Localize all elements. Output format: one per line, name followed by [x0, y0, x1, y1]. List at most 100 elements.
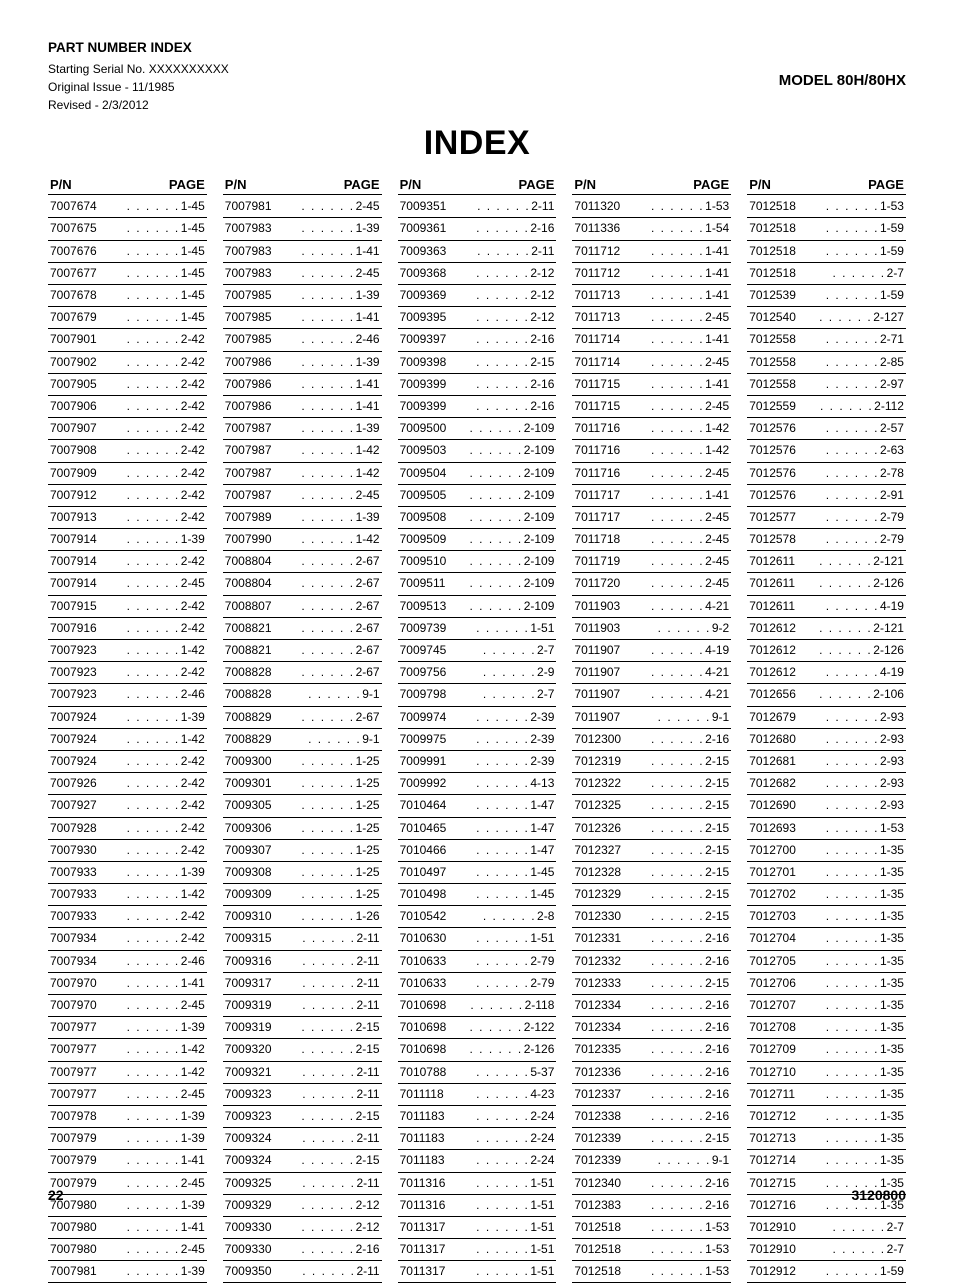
page-ref: 1-35	[880, 974, 904, 993]
index-row: 7009992 . . . . . .4-13	[398, 773, 557, 795]
page-ref: 2-39	[530, 708, 554, 727]
index-column: P/NPAGE7009351 . . . . . .2-117009361 . …	[398, 177, 557, 1283]
index-row: 7011317 . . . . . .1-51	[398, 1261, 557, 1283]
page-ref: 2-9	[537, 663, 554, 682]
index-row: 7007678 . . . . . .1-45	[48, 285, 207, 307]
index-row: 7009508 . . . . . .2-109	[398, 507, 557, 529]
index-row: 7007913 . . . . . .2-42	[48, 507, 207, 529]
part-number: 7009330	[225, 1218, 272, 1237]
page-ref: 1-25	[356, 885, 380, 904]
index-row: 7007979 . . . . . .1-39	[48, 1128, 207, 1150]
index-row: 7012656 . . . . . .2-106	[747, 684, 906, 706]
page-ref: 2-12	[530, 286, 554, 305]
index-row: 7008829 . . . . . .9-1	[223, 729, 382, 751]
leader-dots: . . . . . .	[98, 929, 180, 948]
part-number: 7009323	[225, 1085, 272, 1104]
index-row: 7009798 . . . . . .2-7	[398, 684, 557, 706]
leader-dots: . . . . . .	[797, 1262, 879, 1281]
index-row: 7011317 . . . . . .1-51	[398, 1217, 557, 1239]
page-ref: 2-15	[705, 796, 729, 815]
leader-dots: . . . . . .	[98, 286, 180, 305]
part-number: 7009323	[225, 1107, 272, 1126]
part-number: 7008828	[225, 663, 272, 682]
index-row: 7010698 . . . . . .2-126	[398, 1039, 557, 1061]
leader-dots: . . . . . .	[621, 486, 704, 505]
part-number: 7009505	[400, 486, 447, 505]
leader-dots: . . . . . .	[98, 508, 180, 527]
part-number: 7012693	[749, 819, 796, 838]
part-number: 7010464	[400, 796, 447, 815]
part-number: 7007914	[50, 552, 97, 571]
part-number: 7007989	[225, 508, 272, 527]
index-row: 7012337 . . . . . .2-16	[572, 1084, 731, 1106]
col-head-page: PAGE	[169, 177, 205, 192]
index-row: 7012331 . . . . . .2-16	[572, 928, 731, 950]
page-ref: 1-53	[705, 1240, 729, 1259]
index-column: P/NPAGE7007981 . . . . . .2-457007983 . …	[223, 177, 382, 1283]
leader-dots: . . . . . .	[446, 574, 522, 593]
page-ref: 1-41	[356, 308, 380, 327]
column-header: P/NPAGE	[747, 177, 906, 195]
index-row: 7011720 . . . . . .2-45	[572, 573, 731, 595]
leader-dots: . . . . . .	[447, 1040, 522, 1059]
part-number: 7012611	[749, 597, 795, 616]
page-ref: 1-42	[705, 419, 729, 438]
leader-dots: . . . . . .	[273, 641, 355, 660]
index-row: 7007926 . . . . . .2-42	[48, 773, 207, 795]
index-row: 7009351 . . . . . .2-11	[398, 196, 557, 218]
part-number: 7012332	[574, 952, 621, 971]
leader-dots: . . . . . .	[98, 641, 180, 660]
page-ref: 4-23	[530, 1085, 554, 1104]
leader-dots: . . . . . .	[98, 907, 180, 926]
leader-dots: . . . . . .	[622, 1262, 704, 1281]
part-number: 7011907	[574, 685, 620, 704]
index-row: 7007677 . . . . . .1-45	[48, 263, 207, 285]
leader-dots: . . . . . .	[273, 197, 355, 216]
page-ref: 2-121	[873, 619, 904, 638]
index-row: 7011907 . . . . . .4-21	[572, 662, 731, 684]
index-row: 7011183 . . . . . .2-24	[398, 1128, 557, 1150]
part-number: 7011715	[574, 375, 620, 394]
leader-dots: . . . . . .	[273, 264, 355, 283]
part-number: 7010633	[400, 952, 447, 971]
index-row: 7012518 . . . . . .1-53	[572, 1239, 731, 1261]
part-number: 7007923	[50, 641, 97, 660]
page-ref: 2-91	[880, 486, 904, 505]
leader-dots: . . . . . .	[273, 1063, 356, 1082]
index-row: 7010464 . . . . . .1-47	[398, 795, 557, 817]
part-number: 7012558	[749, 353, 796, 372]
leader-dots: . . . . . .	[273, 708, 355, 727]
part-number: 7010466	[400, 841, 447, 860]
page-ref: 2-121	[873, 552, 904, 571]
leader-dots: . . . . . .	[622, 1063, 704, 1082]
page-ref: 1-45	[530, 863, 554, 882]
page-ref: 1-45	[181, 197, 205, 216]
part-number: 7012703	[749, 907, 796, 926]
page-ref: 2-11	[356, 1262, 379, 1281]
index-row: 7008828 . . . . . .9-1	[223, 684, 382, 706]
index-row: 7009363 . . . . . .2-11	[398, 241, 557, 263]
page-ref: 2-45	[705, 308, 729, 327]
leader-dots: . . . . . .	[622, 841, 704, 860]
index-row: 7007987 . . . . . .2-45	[223, 485, 382, 507]
page-ref: 2-11	[356, 952, 379, 971]
part-number: 7009395	[400, 308, 447, 327]
index-row: 7012680 . . . . . .2-93	[747, 729, 906, 751]
part-number: 7007906	[50, 397, 97, 416]
part-number: 7007986	[225, 353, 272, 372]
leader-dots: . . . . . .	[98, 242, 180, 261]
leader-dots: . . . . . .	[797, 863, 879, 882]
part-number: 7007909	[50, 464, 97, 483]
part-number: 7012706	[749, 974, 796, 993]
page-ref: 1-51	[530, 619, 554, 638]
index-row: 7012338 . . . . . .2-16	[572, 1106, 731, 1128]
index-row: 7009321 . . . . . .2-11	[223, 1062, 382, 1084]
index-row: 7012518 . . . . . .1-59	[747, 218, 906, 240]
part-number: 7011713	[574, 286, 620, 305]
index-row: 7012518 . . . . . .1-53	[747, 196, 906, 218]
part-number: 7012709	[749, 1040, 796, 1059]
page-ref: 2-127	[873, 308, 904, 327]
part-number: 7012330	[574, 907, 621, 926]
leader-dots: . . . . . .	[447, 752, 529, 771]
page-ref: 5-37	[530, 1063, 554, 1082]
